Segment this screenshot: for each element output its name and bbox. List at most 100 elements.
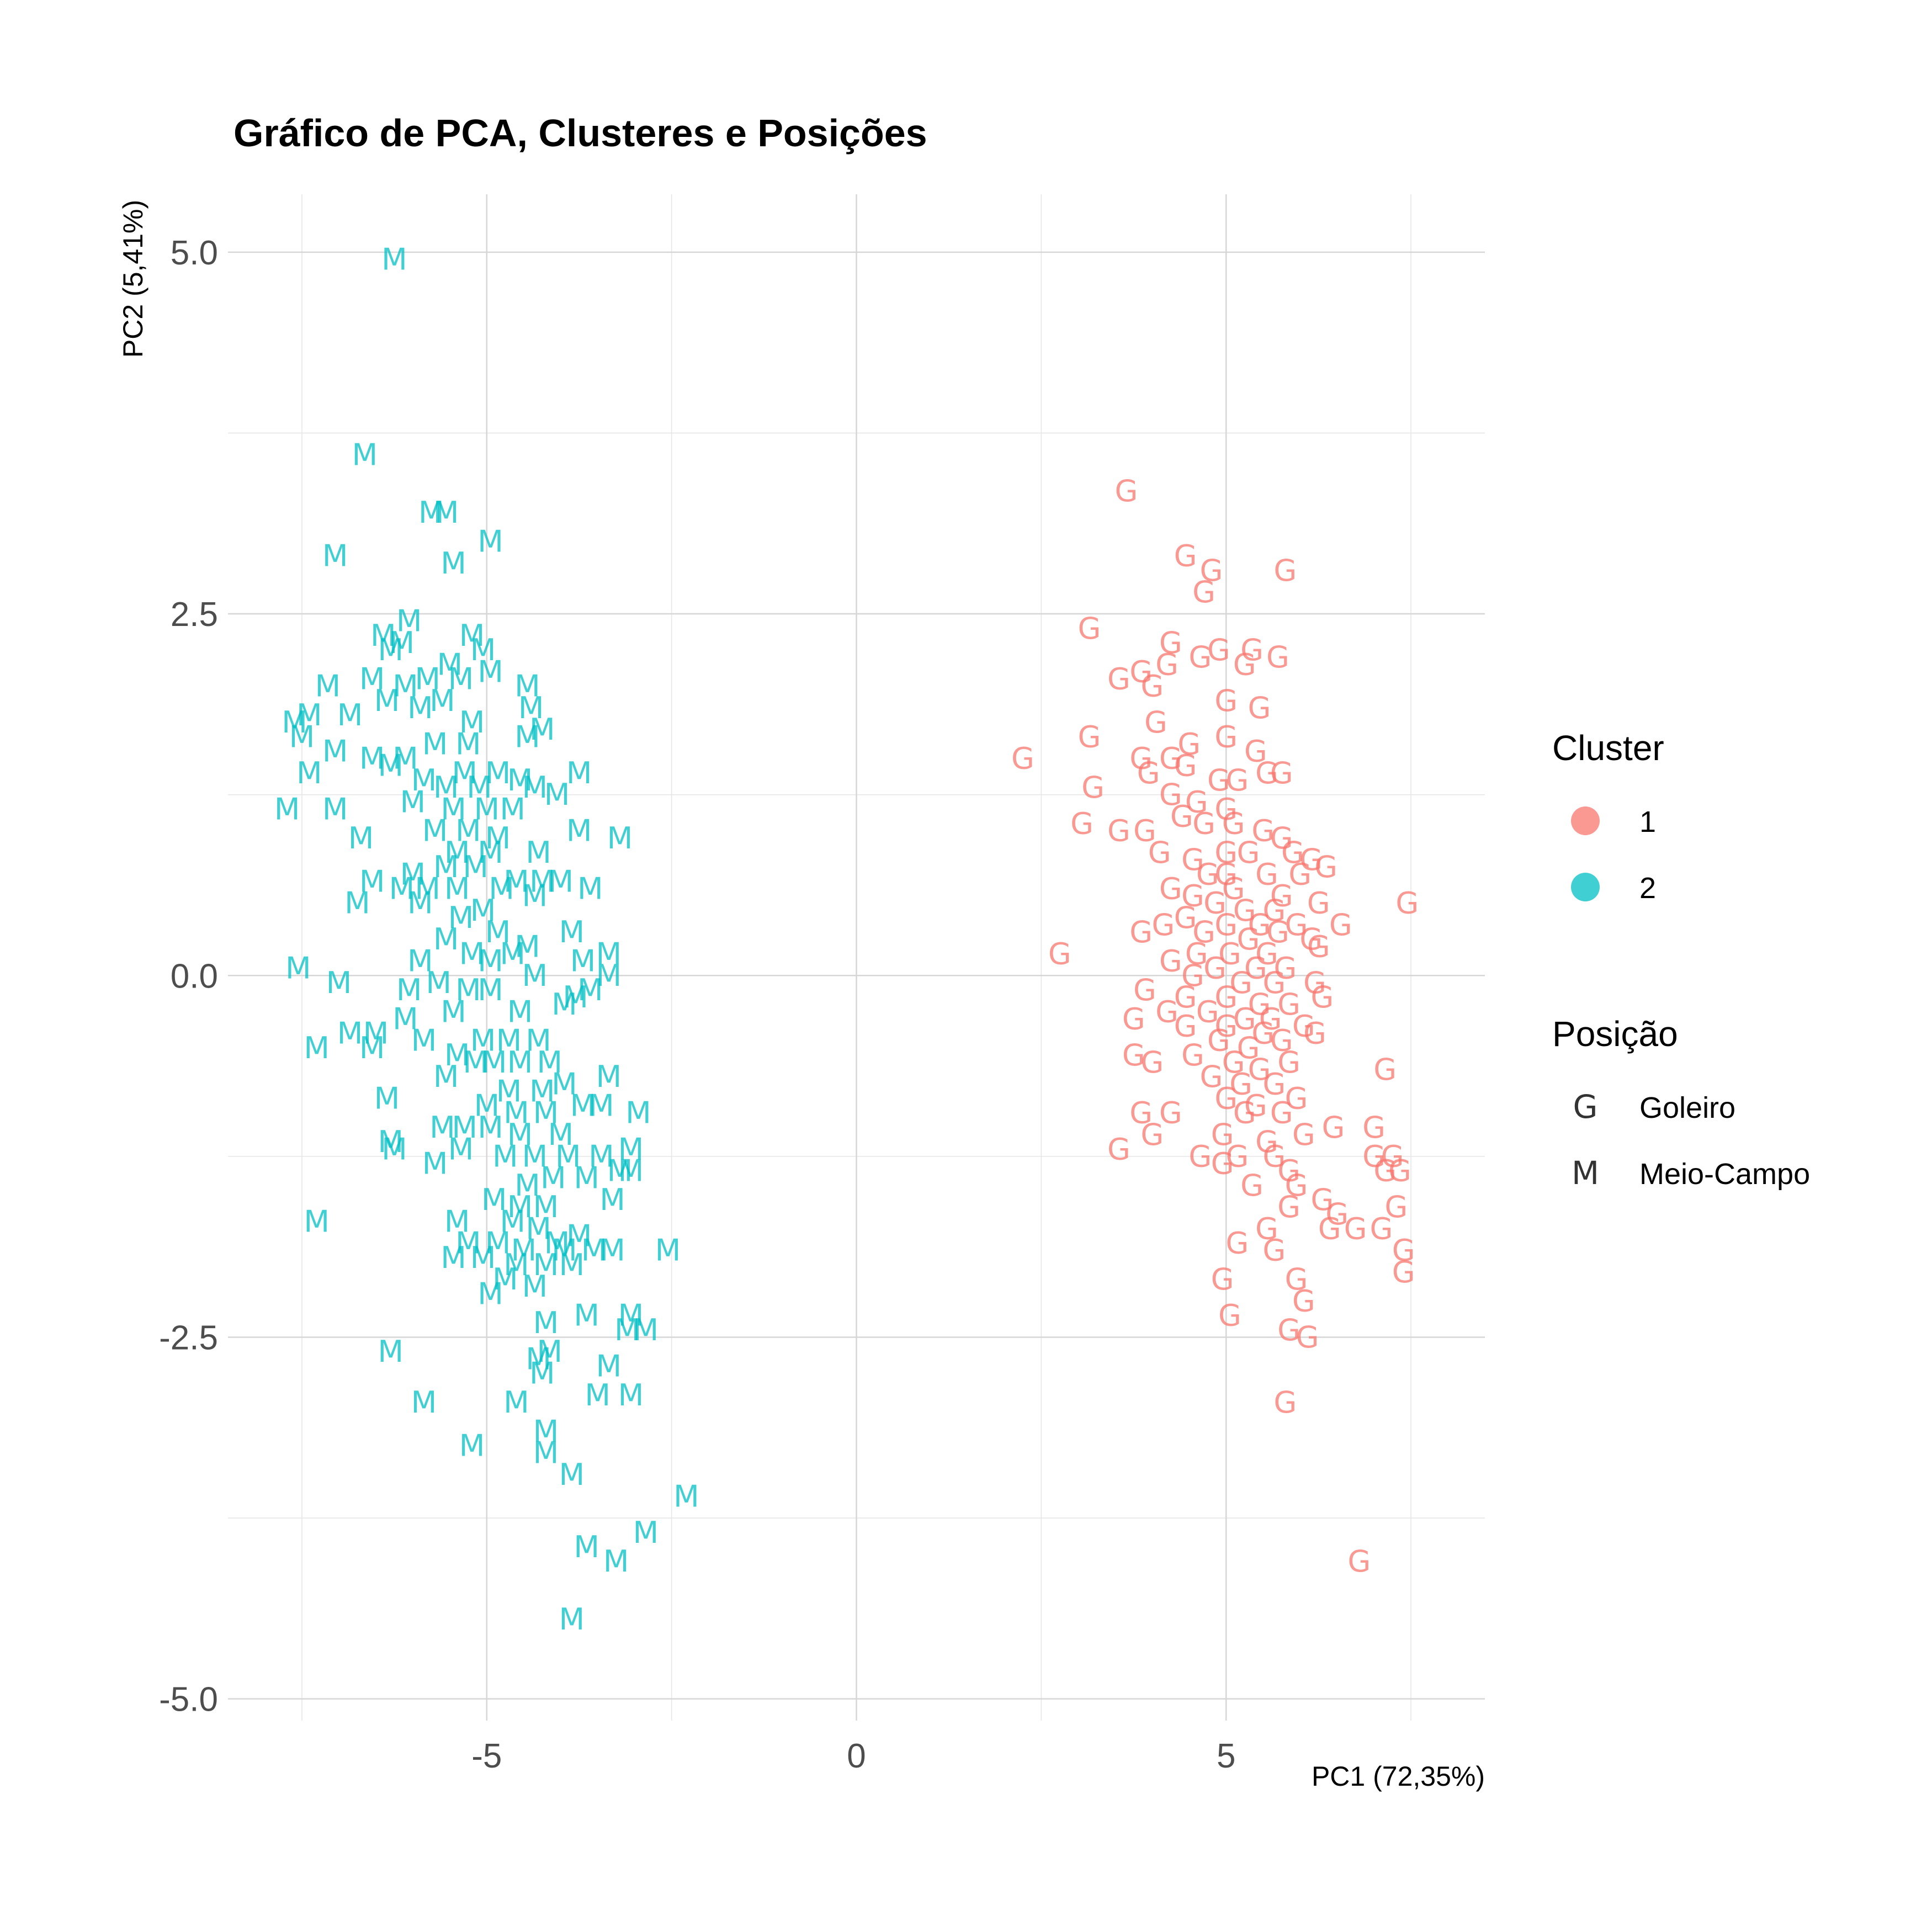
point-meio-campo: M <box>588 1089 614 1123</box>
point-meio-campo: M <box>533 1414 559 1448</box>
point-meio-campo: M <box>411 763 437 798</box>
point-goleiro: G <box>1211 1146 1234 1181</box>
point-meio-campo: M <box>559 915 585 949</box>
y-tick-label: -5.0 <box>159 1681 218 1719</box>
point-goleiro: G <box>1277 1313 1301 1347</box>
point-meio-campo: M <box>455 973 481 1007</box>
point-meio-campo: M <box>396 604 422 639</box>
point-meio-campo: M <box>507 1045 533 1080</box>
point-meio-campo: M <box>577 872 603 906</box>
point-goleiro: G <box>1255 936 1278 971</box>
point-goleiro: G <box>1285 907 1308 942</box>
point-meio-campo: M <box>415 661 440 696</box>
point-meio-campo: M <box>566 814 592 848</box>
point-goleiro: G <box>1225 1226 1249 1261</box>
point-meio-campo: M <box>455 726 481 761</box>
point-goleiro: G <box>1222 872 1245 906</box>
point-meio-campo: M <box>344 886 370 921</box>
point-goleiro: G <box>1122 1001 1145 1036</box>
point-meio-campo: M <box>633 1515 659 1550</box>
point-goleiro: G <box>1159 777 1182 812</box>
point-meio-campo: M <box>411 1385 437 1420</box>
point-goleiro: G <box>1344 1211 1367 1246</box>
point-goleiro: G <box>1236 922 1260 957</box>
point-goleiro: G <box>1303 965 1326 1000</box>
point-goleiro: G <box>1318 1211 1341 1246</box>
point-goleiro: G <box>1078 719 1101 754</box>
point-meio-campo: M <box>337 1016 363 1051</box>
point-meio-campo: M <box>444 835 470 870</box>
point-goleiro: G <box>1307 886 1330 921</box>
point-goleiro: G <box>1214 683 1238 718</box>
point-goleiro: G <box>1251 814 1275 848</box>
point-meio-campo: M <box>322 734 348 769</box>
point-meio-campo: M <box>374 683 400 718</box>
point-meio-campo: M <box>566 756 592 790</box>
point-meio-campo: M <box>496 1074 522 1108</box>
point-meio-campo: M <box>570 944 596 979</box>
point-meio-campo: M <box>463 1045 489 1080</box>
point-goleiro: G <box>1244 1089 1267 1123</box>
point-goleiro: G <box>1255 756 1278 790</box>
point-goleiro: G <box>1192 915 1216 949</box>
point-meio-campo: M <box>607 1154 633 1188</box>
point-goleiro: G <box>1159 944 1182 979</box>
point-meio-campo: M <box>548 864 574 899</box>
point-goleiro: G <box>1303 1016 1326 1051</box>
point-meio-campo: M <box>448 900 474 935</box>
point-goleiro: G <box>1236 835 1260 870</box>
point-goleiro: G <box>1151 907 1175 942</box>
point-goleiro: G <box>1188 640 1212 675</box>
point-goleiro: G <box>1236 1031 1260 1065</box>
point-goleiro: G <box>1296 1320 1319 1355</box>
point-meio-campo: M <box>503 1385 529 1420</box>
point-goleiro: G <box>1229 965 1252 1000</box>
point-goleiro: G <box>1011 741 1034 776</box>
point-meio-campo: M <box>503 1248 529 1282</box>
point-goleiro: G <box>1381 1139 1404 1174</box>
point-meio-campo: M <box>551 1066 577 1101</box>
point-meio-campo: M <box>418 495 444 530</box>
point-meio-campo: M <box>470 1240 496 1275</box>
point-goleiro: G <box>1373 1154 1397 1188</box>
point-meio-campo: M <box>459 1429 485 1463</box>
point-goleiro: G <box>1262 893 1286 928</box>
point-goleiro: G <box>1174 539 1197 574</box>
point-goleiro: G <box>1225 1139 1249 1174</box>
point-meio-campo: M <box>348 821 374 856</box>
point-goleiro: G <box>1129 915 1153 949</box>
point-goleiro: G <box>1362 1139 1386 1174</box>
legend-label-meio-campo: Meio-Campo <box>1639 1158 1810 1191</box>
point-meio-campo: M <box>533 1096 559 1130</box>
point-goleiro: G <box>1248 907 1271 942</box>
point-meio-campo: M <box>489 872 514 906</box>
point-meio-campo: M <box>459 936 485 971</box>
point-meio-campo: M <box>359 741 385 776</box>
point-meio-campo: M <box>655 1233 681 1268</box>
point-goleiro: G <box>1244 951 1267 986</box>
point-meio-campo: M <box>599 1233 625 1268</box>
point-meio-campo: M <box>285 951 311 986</box>
point-goleiro: G <box>1255 857 1278 891</box>
point-meio-campo: M <box>433 1059 459 1094</box>
point-meio-campo: M <box>618 1378 644 1413</box>
point-goleiro: G <box>1207 633 1230 667</box>
point-goleiro: G <box>1325 1197 1349 1232</box>
point-goleiro: G <box>1192 575 1216 609</box>
point-meio-campo: M <box>459 705 485 740</box>
point-goleiro: G <box>1288 857 1312 891</box>
point-meio-campo: M <box>411 1023 437 1058</box>
point-meio-campo: M <box>496 1023 522 1058</box>
point-meio-campo: M <box>522 770 548 805</box>
point-goleiro: G <box>1129 741 1153 776</box>
point-meio-campo: M <box>433 495 459 530</box>
point-goleiro: G <box>1114 474 1138 508</box>
point-meio-campo: M <box>529 864 555 899</box>
point-goleiro: G <box>1299 842 1323 877</box>
point-goleiro: G <box>1373 1052 1397 1087</box>
point-meio-campo: M <box>389 872 415 906</box>
point-goleiro: G <box>1177 726 1201 761</box>
point-goleiro: G <box>1081 770 1105 805</box>
